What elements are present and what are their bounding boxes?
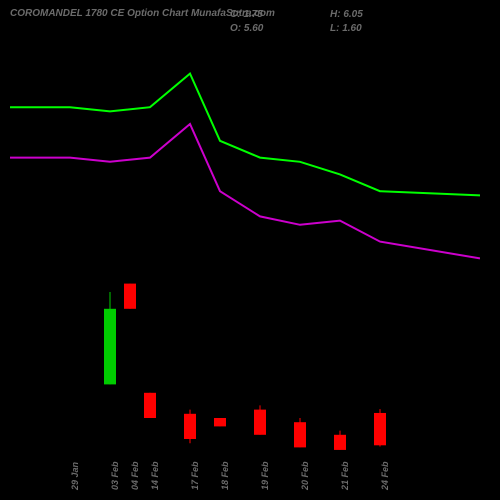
ohlc-h: H: 6.05 (330, 8, 363, 22)
x-axis-label: 20 Feb (300, 461, 310, 490)
x-axis-label: 18 Feb (220, 461, 230, 490)
ohlc-c: C: 1.75 (230, 8, 263, 22)
candle-body (334, 435, 346, 450)
candle-body (374, 413, 386, 445)
candle-body (124, 284, 136, 309)
x-axis-label: 21 Feb (340, 461, 350, 490)
x-axis-label: 24 Feb (380, 461, 390, 490)
candle-body (294, 422, 306, 447)
x-axis-label: 29 Jan (70, 462, 80, 490)
x-axis-label: 14 Feb (150, 461, 160, 490)
x-axis-labels: 29 Jan 03 Feb 04 Feb 14 Feb 17 Feb 18 Feb 19 F… (10, 455, 480, 495)
x-axis-label: 19 Feb (260, 461, 270, 490)
x-axis-label: 17 Feb (190, 461, 200, 490)
x-axis-label: 03 Feb (110, 461, 120, 490)
ohlc-o: O: 5.60 (230, 22, 263, 36)
x-axis-label: 04 Feb (130, 461, 140, 490)
ohlc-close-open: C: 1.75 O: 5.60 (230, 8, 263, 36)
price-chart (10, 40, 480, 460)
ohlc-high-low: H: 6.05 L: 1.60 (330, 8, 363, 36)
candle-body (104, 309, 116, 385)
candle-body (214, 418, 226, 426)
ohlc-l: L: 1.60 (330, 22, 363, 36)
candle-body (144, 393, 156, 418)
candle-body (184, 414, 196, 439)
candle-body (254, 410, 266, 435)
